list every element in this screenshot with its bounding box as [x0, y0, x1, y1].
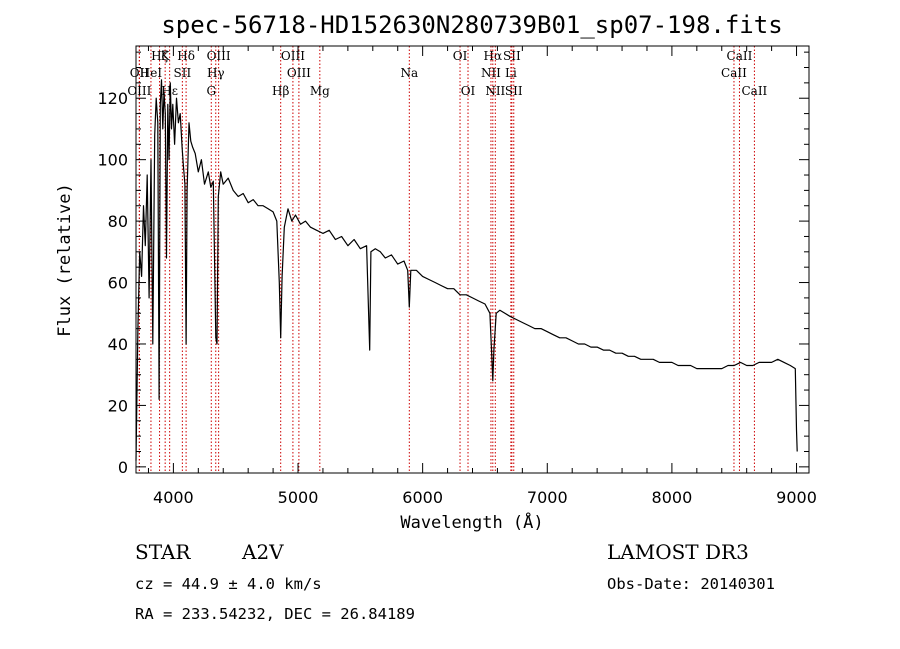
y-tick-label-3: 60: [108, 274, 128, 293]
marker-label-22: Mg: [310, 84, 330, 98]
marker-label-16: Li: [505, 66, 517, 80]
marker-label-1: K: [161, 49, 171, 63]
redshift-readout: cz = 44.9 ± 4.0 km/s: [135, 575, 322, 593]
marker-label-12: Hγ: [207, 66, 225, 80]
marker-label-11: SII: [174, 66, 192, 80]
plot-frame: [135, 45, 810, 474]
marker-label-5: OI: [453, 49, 468, 63]
x-tick-label-4: 8000: [652, 488, 693, 507]
x-tick-label-0: 4000: [153, 488, 194, 507]
marker-label-15: NII: [481, 66, 501, 80]
marker-label-24: NII: [485, 84, 505, 98]
y-tick-label-5: 100: [97, 151, 128, 170]
marker-label-23: OI: [461, 84, 476, 98]
chart-title: spec-56718-HD152630N280739B01_sp07-198.f…: [161, 11, 782, 39]
marker-label-3: OIII: [207, 49, 231, 63]
marker-label-13: OIII: [287, 66, 311, 80]
y-tick-label-0: 0: [118, 458, 128, 477]
x-tick-label-2: 6000: [402, 488, 443, 507]
y-tick-label-1: 20: [108, 396, 128, 415]
marker-label-17: CaII: [721, 66, 747, 80]
coordinates-readout: RA = 233.54232, DEC = 26.84189: [135, 605, 415, 623]
axis-ticks: 4000 5000 6000 7000 8000 9000 0 20 40 60 80 100 120: [97, 46, 817, 507]
y-tick-label-2: 40: [108, 335, 128, 354]
marker-label-25: SII: [505, 84, 523, 98]
x-tick-label-3: 7000: [527, 488, 568, 507]
marker-label-7: SII: [503, 49, 521, 63]
y-tick-label-4: 80: [108, 212, 128, 231]
marker-label-20: G: [206, 84, 216, 98]
marker-label-18: OIII: [127, 84, 151, 98]
marker-label-14: Na: [400, 66, 418, 80]
object-subclass: A2V: [241, 540, 284, 564]
spectrum-series: [135, 79, 798, 461]
marker-label-2: Hδ: [177, 49, 195, 63]
marker-label-4: OIII: [281, 49, 305, 63]
y-tick-label-6: 120: [97, 89, 128, 108]
y-axis-title: Flux (relative): [55, 183, 75, 337]
marker-label-6: Hα: [484, 49, 503, 63]
observation-date: Obs-Date: 20140301: [607, 575, 775, 593]
marker-label-0: Hζ: [151, 49, 168, 63]
marker-label-9: OII: [130, 66, 150, 80]
x-tick-label-1: 5000: [278, 488, 319, 507]
marker-label-8: CaII: [727, 49, 753, 63]
x-tick-label-5: 9000: [776, 488, 817, 507]
marker-label-10: HeI: [140, 66, 163, 80]
x-axis-title: Wavelength (Å): [400, 511, 543, 533]
marker-label-21: Hβ: [272, 84, 289, 98]
object-class: STAR: [135, 540, 191, 564]
spectrum-line-0: [135, 79, 798, 461]
marker-label-26: CaII: [741, 84, 767, 98]
survey-name: LAMOST DR3: [607, 540, 749, 564]
